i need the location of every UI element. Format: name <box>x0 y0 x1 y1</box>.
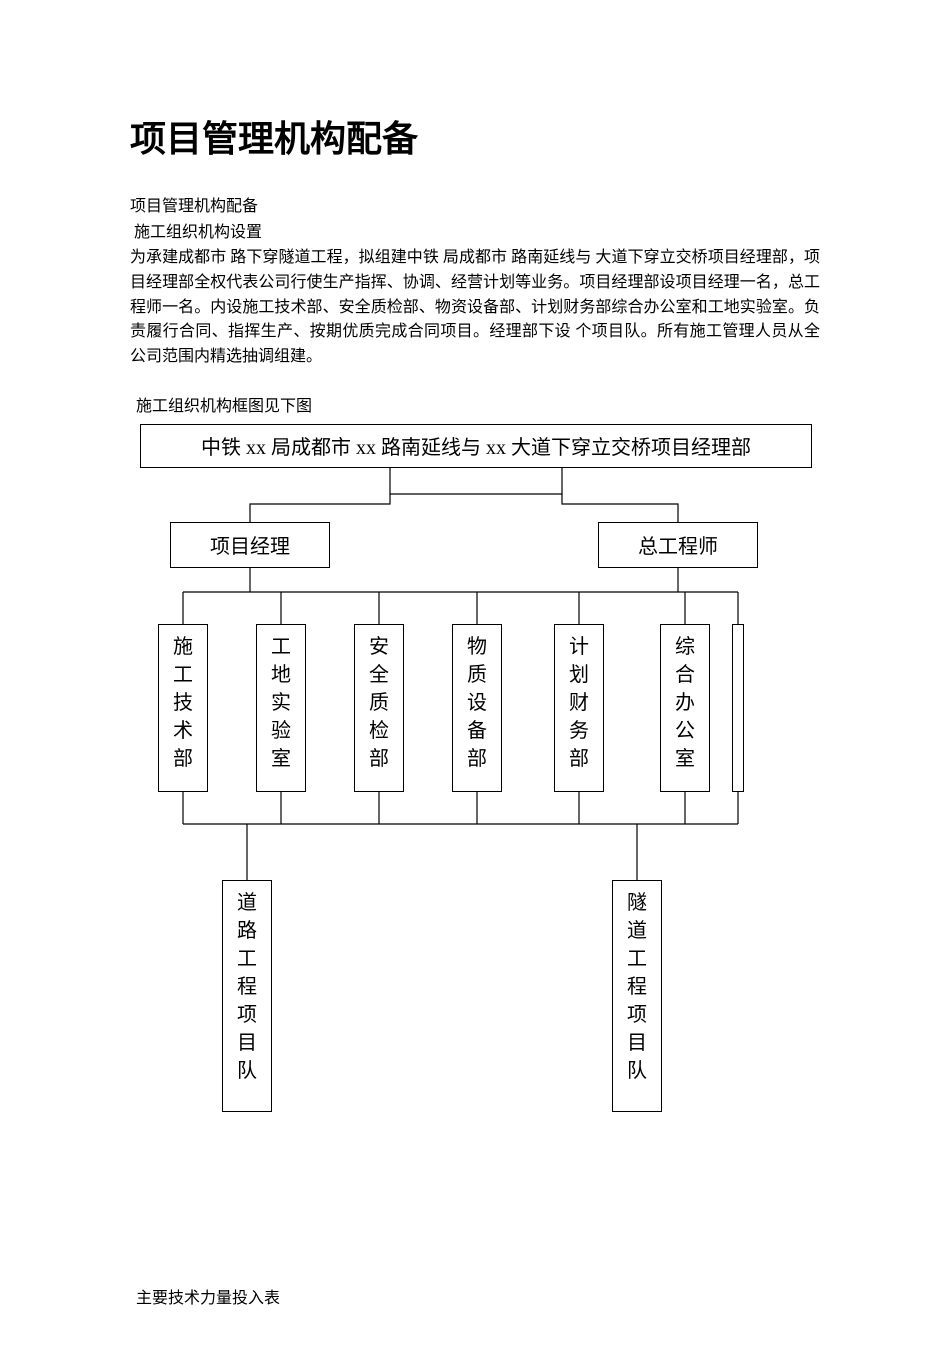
subtitle-1: 项目管理机构配备 <box>130 192 820 216</box>
org-node-extra <box>732 624 744 792</box>
intro-paragraph: 为承建成都市 路下穿隧道工程，拟组建中铁 局成都市 路南延线与 大道下穿立交桥项… <box>130 246 820 370</box>
org-node-pm: 项目经理 <box>170 522 330 568</box>
org-node-d6: 综合办公室 <box>660 624 710 792</box>
chart-caption: 施工组织机构框图见下图 <box>130 392 820 416</box>
org-node-ce: 总工程师 <box>598 522 758 568</box>
org-node-d5: 计划财务部 <box>554 624 604 792</box>
subtitle-2: 施工组织机构设置 <box>130 218 820 242</box>
org-chart: 中铁 xx 局成都市 xx 路南延线与 xx 大道下穿立交桥项目经理部项目经理 总… <box>130 424 820 1144</box>
page-title: 项目管理机构配备 <box>130 110 820 162</box>
org-node-t2: 隧道工程项目队 <box>612 880 662 1112</box>
org-node-d4: 物质设备部 <box>452 624 502 792</box>
org-node-t1: 道路工程项目队 <box>222 880 272 1112</box>
footer-caption: 主要技术力量投入表 <box>130 1284 820 1308</box>
org-node-d3: 安全质检部 <box>354 624 404 792</box>
org-node-root: 中铁 xx 局成都市 xx 路南延线与 xx 大道下穿立交桥项目经理部 <box>140 424 812 468</box>
org-node-d2: 工地实验室 <box>256 624 306 792</box>
org-node-d1: 施工技术部 <box>158 624 208 792</box>
